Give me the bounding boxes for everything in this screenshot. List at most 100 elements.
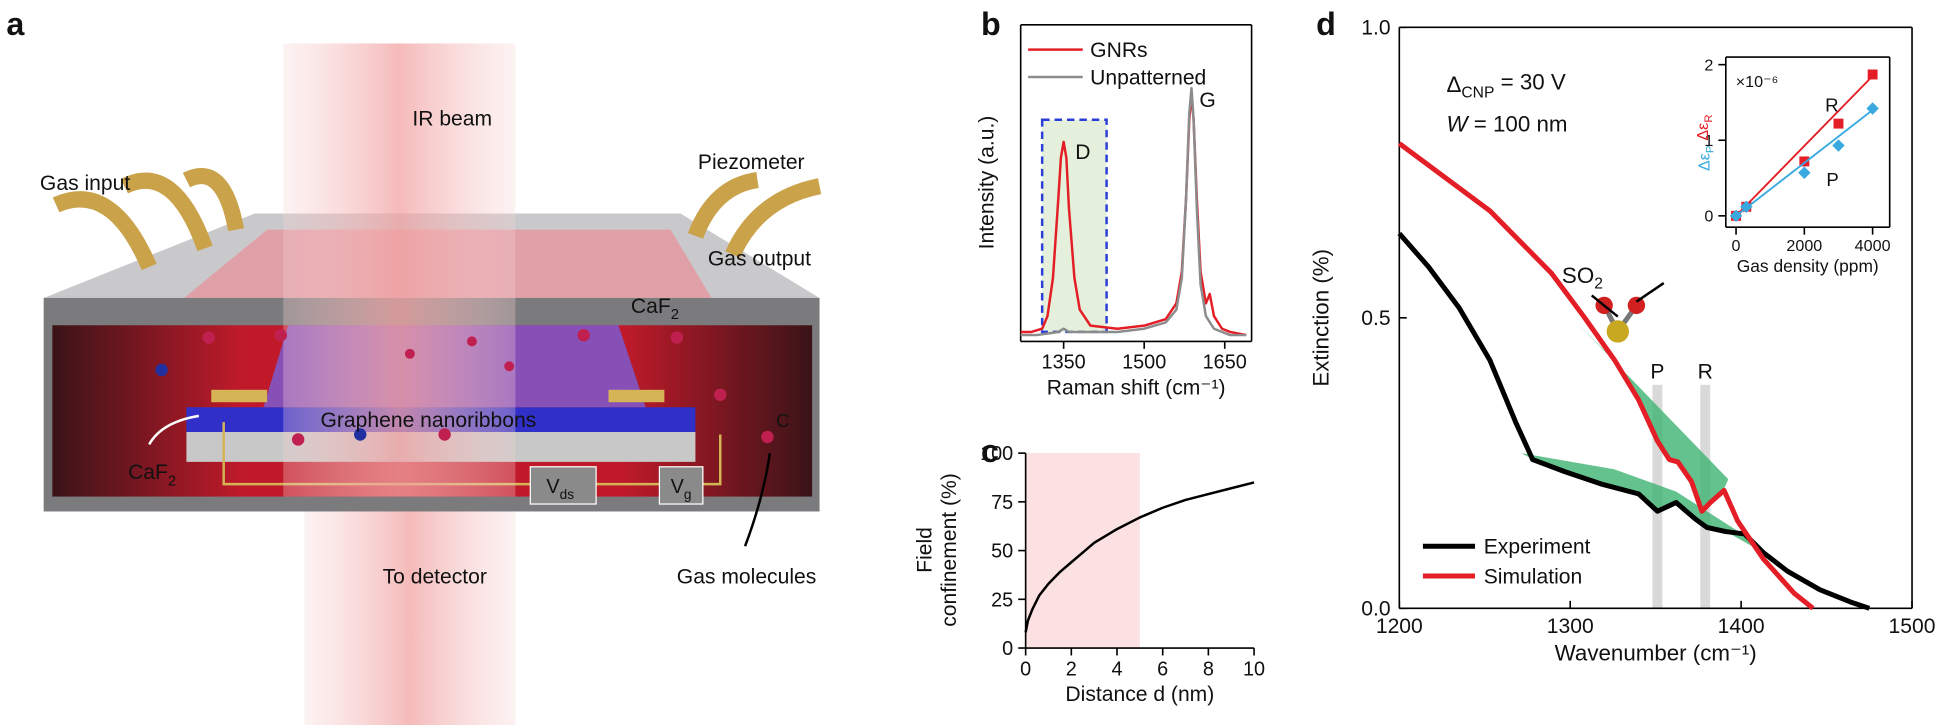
peak-label: D [1075,141,1090,164]
label: 2 [168,473,176,489]
x-axis-label: Raman shift (cm⁻¹) [1047,377,1226,400]
y-axis-label: ΔεPΔεR [1694,114,1717,171]
beam-lower [304,496,516,725]
y-axis-label: Intensity (a.u.) [975,116,998,250]
fit-line [1735,75,1874,217]
label: CaF2 [631,295,679,323]
label: Piezometer [698,151,805,174]
marker [1798,166,1811,179]
beam-upper [283,43,516,497]
y-tick-label: 0.5 [1361,307,1390,330]
y-tick-label: 100 [980,443,1013,465]
y-axis-label-part: R [1703,114,1715,122]
x-tick-label: 1500 [1122,352,1166,374]
label: Gas input [40,172,130,195]
arrow [148,414,200,446]
label: C [776,410,789,431]
axis-multiplier: ×10⁻⁶ [1736,73,1779,91]
x-tick-label: 1300 [1547,615,1594,638]
series-line [1397,231,1871,611]
fit-line [1735,109,1874,217]
marker [1740,200,1753,213]
label: V [546,476,560,498]
label: IR beam [412,107,492,130]
label: CaF [631,295,671,318]
y-tick-label: 25 [991,589,1013,611]
series-label: P [1826,169,1838,190]
x-tick-label: 1200 [1376,615,1423,638]
molecules [155,328,774,446]
label: Gas molecules [677,565,817,588]
shift-area [1579,325,1729,512]
panel-label: c [981,433,999,469]
y-tick-label: 75 [991,492,1013,514]
panel-label: b [981,6,1001,42]
band-label: R [1698,361,1713,384]
annotation-part: 2 [1594,276,1603,293]
shaded-region [1025,453,1140,649]
band-label: P [1650,361,1664,384]
highlight-box [1040,118,1108,334]
x-axis-label: Distance d (nm) [1065,683,1214,706]
marker [1799,156,1810,167]
annotation: ΔCNP = 30 V [1446,70,1565,102]
annotation-part: Δ [1446,72,1461,97]
x-tick-label: 0 [1732,237,1741,255]
x-tick-label: 0 [1020,658,1031,680]
panel-label: a [6,6,25,42]
y-axis-label-part: Δε [1694,123,1712,141]
y-tick-label: 0.0 [1361,598,1390,621]
annotation-part: W [1446,112,1469,137]
label: Vg [671,476,692,502]
vds-box [529,466,597,505]
y-tick-label: 0 [1002,638,1013,660]
x-axis-label: Wavenumber (cm⁻¹) [1555,641,1757,666]
label: Graphene nanoribbons [321,409,537,432]
x-tick-label: 2000 [1786,237,1822,255]
annotation-part: SO [1562,263,1594,288]
arrow [743,452,772,547]
pipe [687,172,822,258]
marker [1833,118,1844,129]
annotation-part: = 30 V [1494,70,1565,95]
x-tick-label: 1400 [1718,615,1765,638]
series-label: R [1825,95,1838,116]
x-axis-label: Gas density (ppm) [1737,256,1879,276]
y-tick-label: 0 [1704,207,1713,225]
annotation-part: CNP [1461,84,1494,101]
label: To detector [383,565,487,588]
x-tick-label: 4 [1111,658,1122,680]
series-line [1020,93,1247,337]
x-tick-label: 10 [1243,658,1265,680]
gas-input-pipe [52,168,245,271]
y-tick-label: 50 [991,541,1013,563]
marker [1729,209,1743,223]
label: ds [560,487,575,502]
label: CaF [128,461,168,484]
series-line [1020,86,1247,337]
panel-label: d [1316,6,1336,42]
y-tick-label: 1 [1704,132,1713,150]
label: Gas output [708,248,811,271]
y-axis-label: Extinction (%) [1309,249,1334,387]
x-tick-label: 1350 [1042,352,1086,374]
electrode [211,389,268,403]
y-axis-label: confinement (%) [938,473,961,627]
series-line [1397,141,1815,611]
x-tick-label: 1500 [1889,615,1936,638]
annotation: W = 100 nm [1446,112,1567,137]
legend-label: GNRs [1090,39,1147,62]
electrode [608,389,665,403]
label: 2 [671,307,679,323]
peak-label: G [1199,89,1215,112]
x-tick-label: 1650 [1203,352,1247,374]
legend-label: Experiment [1484,536,1591,559]
x-tick-label: 8 [1203,658,1214,680]
x-tick-label: 2 [1066,658,1077,680]
annotation-part: = 100 nm [1468,112,1568,137]
series-line [1024,481,1255,633]
so2-molecule [1590,282,1665,343]
annotation: SO2 [1562,263,1603,292]
label: Vds [546,476,574,502]
